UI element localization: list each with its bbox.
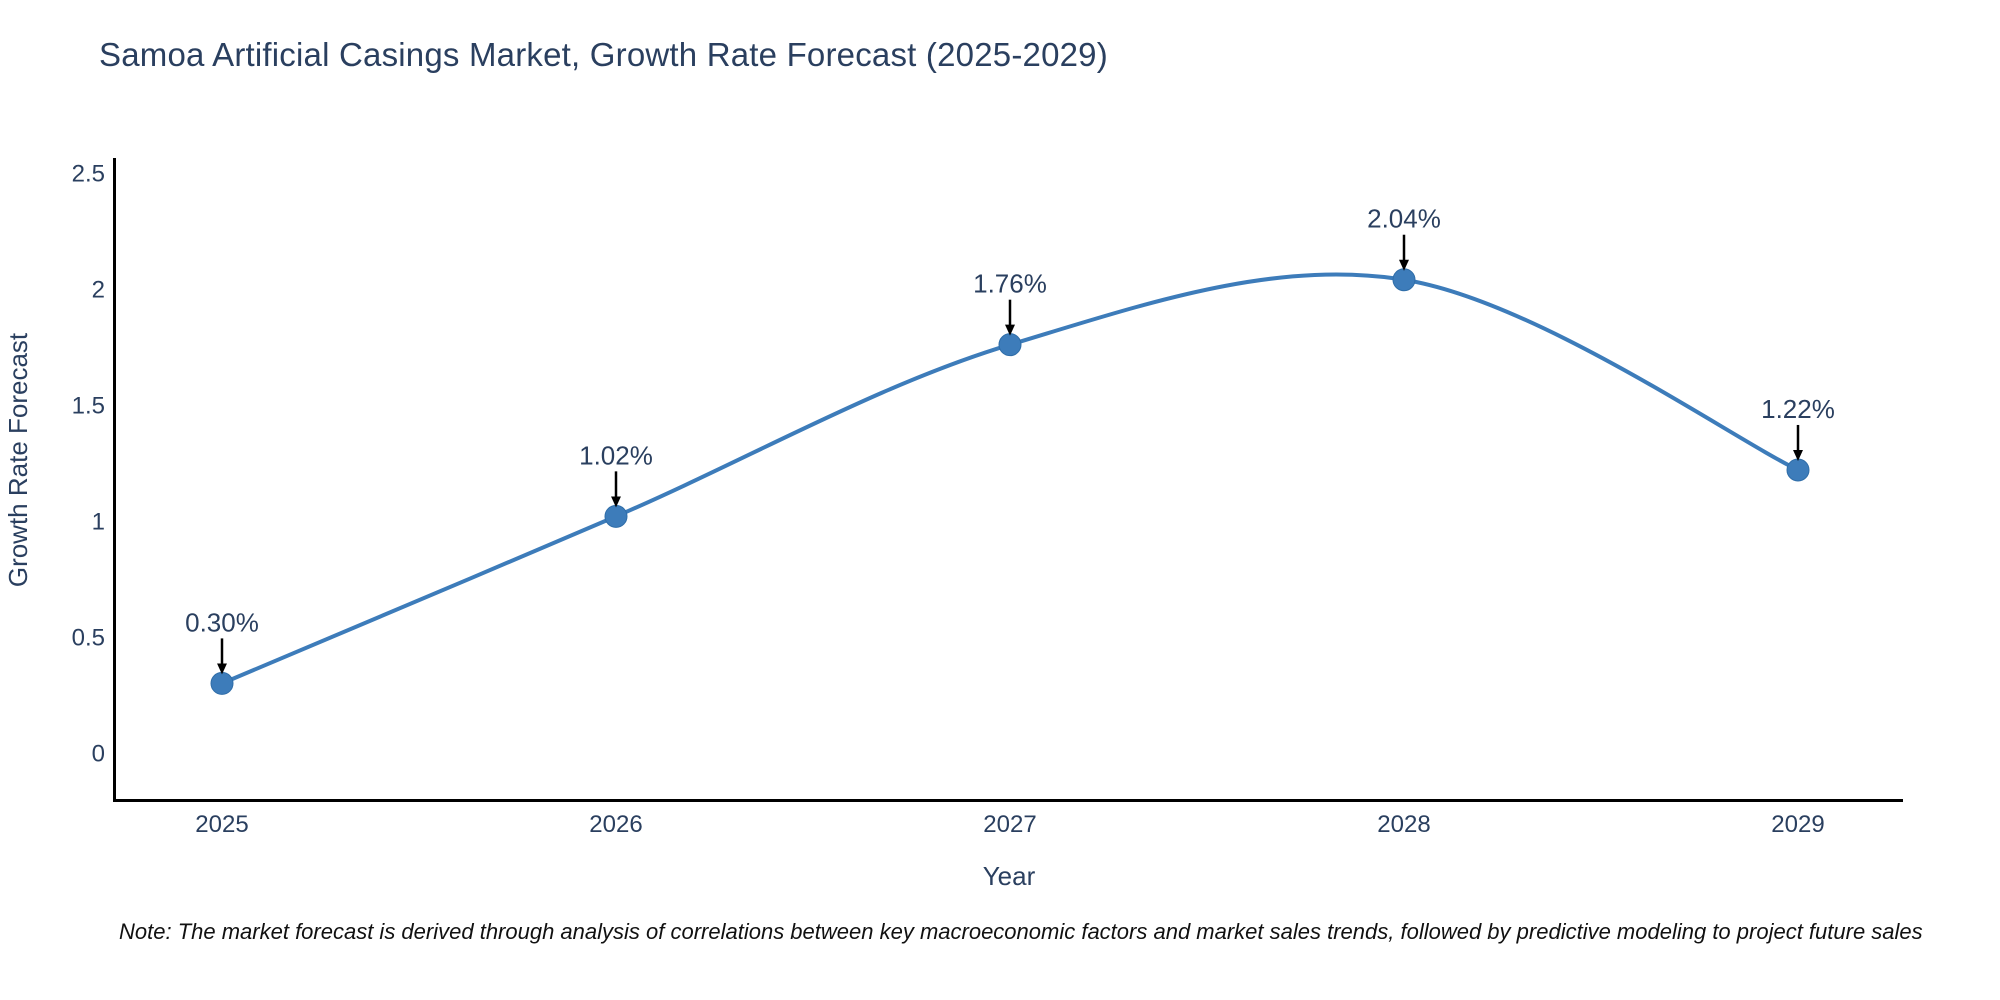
y-axis-line bbox=[113, 158, 116, 802]
data-point-marker[interactable] bbox=[210, 671, 234, 695]
x-axis-line bbox=[113, 799, 1903, 802]
x-tick-label: 2029 bbox=[1771, 811, 1824, 838]
data-point-marker[interactable] bbox=[1786, 458, 1810, 482]
annotation-label: 1.76% bbox=[973, 269, 1047, 299]
x-tick-label: 2027 bbox=[983, 811, 1036, 838]
note-text: Note: The market forecast is derived thr… bbox=[119, 919, 1923, 944]
chart-title: Samoa Artificial Casings Market, Growth … bbox=[99, 36, 1108, 73]
annotation-label: 1.22% bbox=[1761, 394, 1835, 424]
annotation-label: 0.30% bbox=[185, 607, 259, 637]
y-axis-title: Growth Rate Forecast bbox=[3, 332, 33, 587]
x-tick-label: 2026 bbox=[589, 811, 642, 838]
y-tick-label: 2.5 bbox=[72, 160, 105, 187]
annotation-label: 2.04% bbox=[1367, 204, 1441, 234]
y-tick-label: 0.5 bbox=[72, 624, 105, 651]
data-point-marker[interactable] bbox=[1392, 268, 1416, 292]
x-tick-label: 2028 bbox=[1377, 811, 1430, 838]
data-point-marker[interactable] bbox=[998, 333, 1022, 357]
x-tick-label: 2025 bbox=[195, 811, 248, 838]
y-tick-label: 1 bbox=[92, 508, 105, 535]
x-axis-title: Year bbox=[983, 861, 1036, 891]
y-tick-label: 0 bbox=[92, 740, 105, 767]
y-tick-label: 1.5 bbox=[72, 392, 105, 419]
data-point-marker[interactable] bbox=[604, 504, 628, 528]
annotation-label: 1.02% bbox=[579, 440, 653, 470]
y-tick-label: 2 bbox=[92, 276, 105, 303]
